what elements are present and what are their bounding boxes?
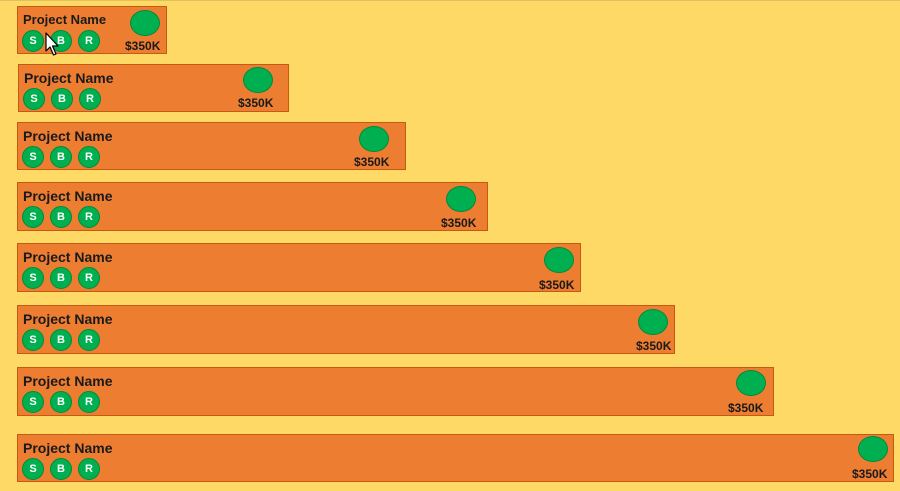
project-name: Project Name [23, 311, 113, 327]
project-name: Project Name [23, 373, 113, 389]
badge-s[interactable]: S [22, 206, 44, 228]
badge-r[interactable]: R [78, 267, 100, 289]
badge-r[interactable]: R [78, 391, 100, 413]
badge-b[interactable]: B [50, 329, 72, 351]
status-dot-icon [446, 186, 476, 212]
badge-r[interactable]: R [78, 206, 100, 228]
status-dot-icon [130, 10, 160, 36]
project-card[interactable]: Project Name S B R $350K [17, 6, 167, 54]
badge-b[interactable]: B [50, 391, 72, 413]
project-card[interactable]: Project Name S B R $350K [17, 305, 675, 354]
project-amount: $350K [125, 39, 161, 53]
status-dot-icon [544, 247, 574, 273]
project-amount: $350K [636, 339, 672, 353]
project-amount: $350K [441, 216, 477, 230]
status-dot-icon [638, 309, 668, 335]
project-card[interactable]: Project Name S B R $350K [17, 243, 581, 292]
project-name: Project Name [23, 188, 113, 204]
project-card[interactable]: Project Name S B R $350K [18, 64, 289, 112]
status-dot-icon [858, 436, 888, 462]
badge-r[interactable]: R [79, 88, 101, 110]
badge-b[interactable]: B [51, 88, 73, 110]
badge-s[interactable]: S [23, 88, 45, 110]
project-name: Project Name [23, 440, 113, 456]
project-name: Project Name [23, 12, 107, 27]
badge-b[interactable]: B [50, 206, 72, 228]
badge-s[interactable]: S [22, 30, 44, 52]
badge-r[interactable]: R [78, 30, 100, 52]
badge-s[interactable]: S [22, 329, 44, 351]
top-border [0, 0, 900, 1]
badge-b[interactable]: B [50, 267, 72, 289]
project-amount: $350K [728, 401, 764, 415]
project-name: Project Name [23, 128, 113, 144]
project-card[interactable]: Project Name S B R $350K [17, 367, 774, 416]
project-card[interactable]: Project Name S B R $350K [17, 434, 894, 482]
project-card[interactable]: Project Name S B R $350K [17, 122, 406, 170]
badge-s[interactable]: S [22, 391, 44, 413]
badge-r[interactable]: R [78, 146, 100, 168]
badge-r[interactable]: R [78, 458, 100, 480]
project-amount: $350K [852, 467, 888, 481]
badge-s[interactable]: S [22, 146, 44, 168]
status-dot-icon [359, 126, 389, 152]
project-amount: $350K [539, 278, 575, 292]
badge-b[interactable]: B [50, 146, 72, 168]
status-dot-icon [736, 370, 766, 396]
project-amount: $350K [354, 155, 390, 169]
project-card[interactable]: Project Name S B R $350K [17, 182, 488, 231]
project-name: Project Name [23, 249, 113, 265]
badge-r[interactable]: R [78, 329, 100, 351]
status-dot-icon [243, 67, 273, 93]
badge-b[interactable]: B [50, 458, 72, 480]
badge-b[interactable]: B [50, 30, 72, 52]
project-name: Project Name [24, 70, 114, 86]
badge-s[interactable]: S [22, 267, 44, 289]
project-amount: $350K [238, 96, 274, 110]
badge-s[interactable]: S [22, 458, 44, 480]
